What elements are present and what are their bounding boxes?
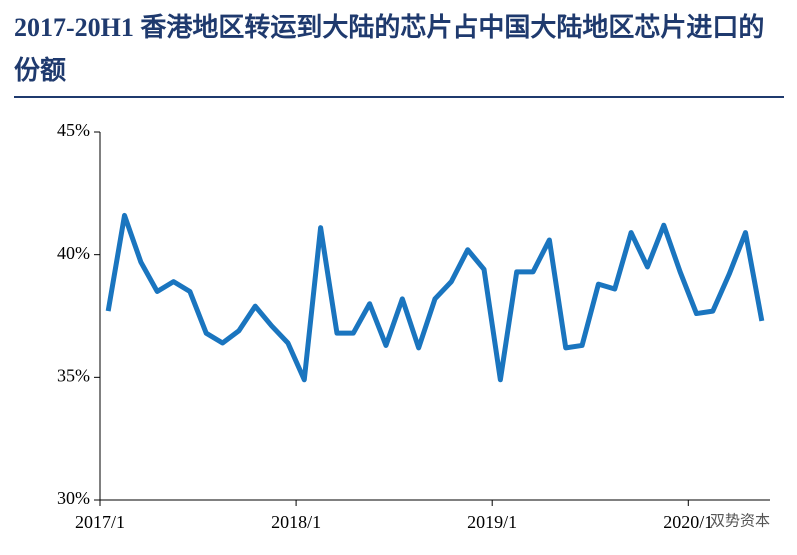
title-rule — [14, 96, 784, 98]
x-tick-label: 2017/1 — [75, 512, 125, 532]
x-tick-label: 2018/1 — [271, 512, 321, 532]
y-tick-label: 45% — [57, 120, 90, 140]
x-tick-label: 2019/1 — [467, 512, 517, 532]
x-tick-label: 2020/1 — [663, 512, 713, 532]
watermark: 双势资本 — [710, 512, 770, 529]
line — [105, 212, 765, 383]
y-tick-label: 35% — [57, 365, 90, 385]
y-tick-label: 40% — [57, 243, 90, 263]
chart-title: 2017-20H1 香港地区转运到大陆的芯片占中国大陆地区芯片进口的份额 — [14, 13, 765, 85]
y-tick-label: 30% — [57, 488, 90, 508]
